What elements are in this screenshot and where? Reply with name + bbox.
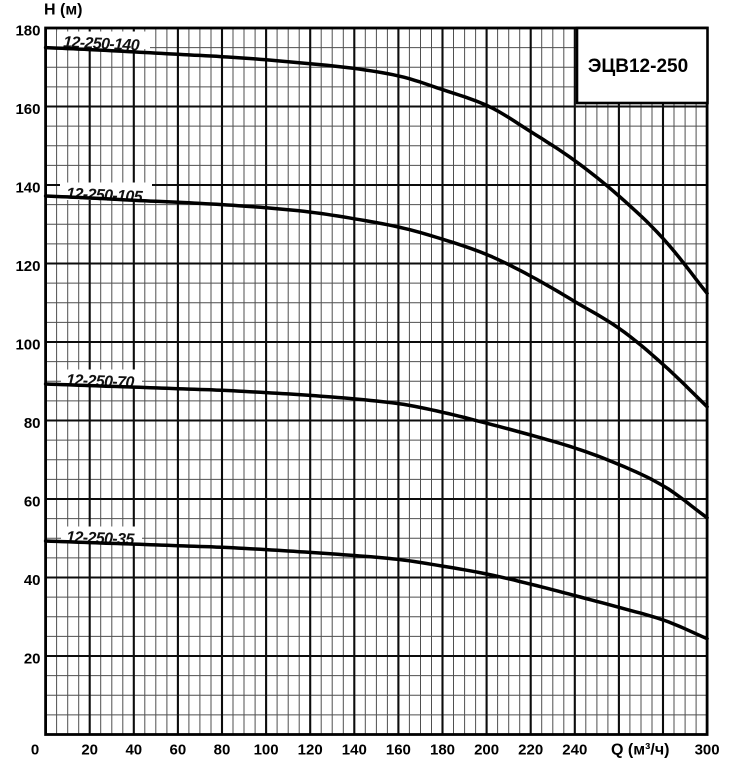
svg-text:Q (м³/ч): Q (м³/ч) [611,742,669,759]
svg-text:300: 300 [695,742,720,759]
svg-text:100: 100 [254,742,279,759]
svg-text:0: 0 [31,742,39,759]
svg-text:220: 220 [518,742,543,759]
svg-text:80: 80 [214,742,231,759]
svg-text:140: 140 [15,180,40,197]
svg-text:12-250-35: 12-250-35 [66,529,136,549]
svg-text:20: 20 [24,651,41,668]
svg-text:60: 60 [170,742,187,759]
svg-text:140: 140 [342,742,367,759]
svg-text:40: 40 [125,742,142,759]
svg-text:12-250-70: 12-250-70 [66,372,135,392]
svg-text:100: 100 [15,337,40,354]
svg-text:240: 240 [562,742,587,759]
svg-text:20: 20 [81,742,98,759]
svg-text:160: 160 [386,742,411,759]
svg-text:120: 120 [15,258,40,275]
svg-text:160: 160 [15,101,40,118]
svg-text:200: 200 [474,742,499,759]
svg-text:120: 120 [298,742,323,759]
svg-text:180: 180 [430,742,455,759]
svg-text:180: 180 [15,23,40,40]
svg-text:60: 60 [24,494,41,511]
svg-text:ЭЦВ12-250: ЭЦВ12-250 [588,56,688,77]
svg-text:80: 80 [24,415,41,432]
svg-text:40: 40 [24,572,41,589]
svg-text:H (м): H (м) [44,2,83,19]
